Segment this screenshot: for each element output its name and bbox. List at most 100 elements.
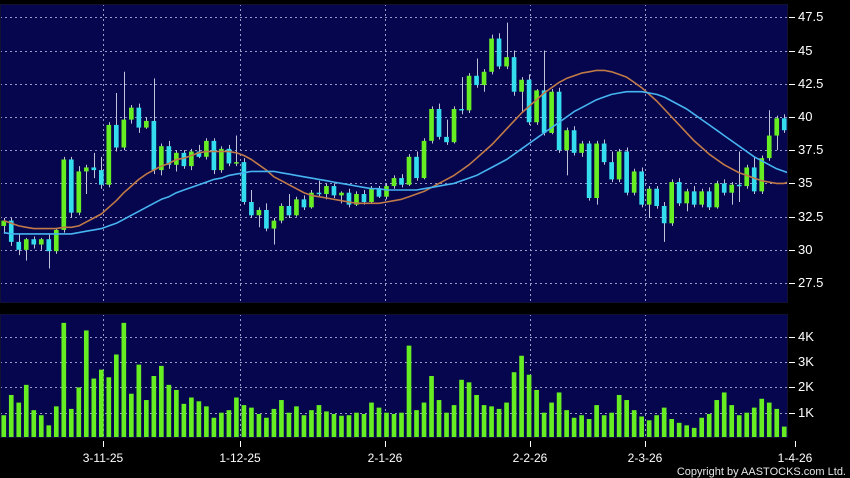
volume-axis-label: 3K [798, 354, 814, 370]
volume-bar [556, 392, 562, 438]
volume-bar [481, 405, 487, 438]
volume-bar [369, 402, 374, 438]
price-axis-tick [789, 150, 795, 151]
price-axis-tick [789, 51, 795, 52]
price-axis-label: 42.5 [798, 75, 824, 91]
volume-bar [751, 407, 757, 438]
price-axis-tick [789, 217, 795, 218]
volume-bar [526, 374, 532, 438]
volume-bar [669, 419, 675, 438]
volume-bar [279, 400, 284, 438]
price-chart-panel[interactable] [0, 4, 788, 303]
price-axis-label: 35 [798, 175, 813, 191]
volume-bar [781, 426, 787, 438]
volume-bar [729, 405, 735, 438]
date-axis-tick [240, 441, 241, 447]
volume-bar [301, 415, 307, 438]
volume-bar [159, 365, 164, 438]
date-axis-tick [645, 441, 646, 447]
volume-bar [361, 413, 367, 438]
volume-bar [571, 417, 577, 438]
date-axis-tick [530, 441, 531, 447]
volume-bar [241, 405, 247, 438]
price-axis-tick [789, 250, 795, 251]
volume-bar [286, 412, 292, 438]
date-axis: Copyright by AASTOCKS.com Ltd. 3-11-25 1-… [0, 440, 850, 478]
volume-bar [196, 401, 202, 438]
date-axis-tick [103, 441, 104, 447]
volume-bar [121, 322, 127, 438]
volume-bar [211, 417, 217, 438]
volume-chart-panel[interactable] [0, 314, 788, 438]
volume-bar [346, 415, 352, 438]
date-axis-label: 2-2-26 [512, 451, 548, 465]
price-axis-tick [789, 117, 795, 118]
volume-bar [91, 378, 97, 438]
volume-bar [384, 412, 389, 438]
volume-bar [579, 415, 584, 438]
volume-bar [429, 376, 434, 438]
volume-axis: 4K 3K 2K 1K [788, 310, 850, 440]
price-axis-label: 27.5 [798, 275, 824, 291]
volume-bar [204, 406, 209, 438]
volume-bar [654, 415, 659, 438]
volume-bar [226, 410, 232, 438]
price-axis-label: 32.5 [798, 208, 824, 224]
volume-bar [354, 412, 359, 438]
date-axis-label: 3-11-25 [82, 451, 124, 465]
volume-bar [391, 413, 397, 438]
date-axis-label: 2-1-26 [367, 451, 403, 465]
volume-bars [1, 322, 787, 438]
volume-bar [594, 405, 599, 438]
volume-bar [294, 406, 299, 438]
price-axis-label: 47.5 [798, 9, 824, 25]
volume-bar [76, 387, 82, 438]
volume-axis-label: 1K [798, 404, 814, 420]
volume-bar [721, 392, 727, 438]
volume-bar [609, 412, 614, 438]
volume-bar [23, 384, 29, 438]
price-axis-tick [789, 17, 795, 18]
volume-bar [174, 389, 179, 438]
date-axis-label: 1-4-26 [777, 451, 813, 465]
volume-axis-tick [789, 413, 795, 414]
volume-bar [646, 420, 652, 438]
volume-bar [136, 364, 142, 438]
volume-bar [421, 402, 427, 438]
volume-bar [264, 417, 269, 438]
date-axis-label: 2-3-26 [627, 451, 663, 465]
volume-bar [83, 330, 89, 438]
volume-bar [774, 408, 780, 438]
volume-bar [61, 322, 67, 438]
volume-bar [691, 427, 697, 438]
volume-bar [46, 425, 52, 438]
price-axis: 47.5 45 42.5 40 37.5 35 32.5 30 27.5 [788, 0, 850, 310]
volume-axis-label: 2K [798, 379, 814, 395]
volume-bar [451, 405, 457, 438]
price-axis-tick [789, 84, 795, 85]
volume-bar [68, 408, 74, 438]
ma-short-line [3, 69, 788, 230]
volume-bar [519, 355, 524, 438]
volume-bar [1, 415, 7, 438]
volume-bar [113, 354, 119, 438]
volume-bar [549, 402, 554, 438]
volume-bar [414, 410, 419, 438]
volume-bar [38, 415, 44, 438]
volume-bar [759, 398, 765, 438]
volume-bar [376, 407, 382, 438]
volume-bar [474, 394, 479, 438]
volume-bar [53, 406, 59, 438]
volume-axis-tick [789, 387, 795, 388]
volume-bar [639, 416, 644, 438]
volume-bar [511, 372, 517, 438]
volume-bar [309, 410, 314, 438]
volume-bar [631, 410, 637, 438]
volume-bar [744, 412, 750, 438]
volume-bar [8, 394, 14, 438]
volume-bar [534, 389, 539, 438]
volume-bar [489, 406, 494, 438]
volume-bar [661, 407, 667, 438]
volume-bar [714, 400, 720, 438]
volume-bar [144, 400, 149, 438]
